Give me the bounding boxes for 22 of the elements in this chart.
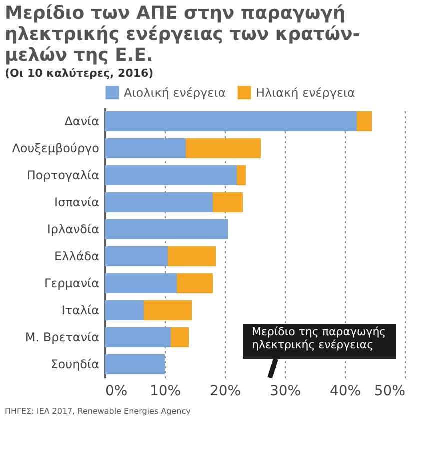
y-tick-label: Σουηδία bbox=[50, 358, 100, 372]
annotation: Μερίδιο της παραγωγής ηλεκτρικής ενέργειας bbox=[252, 326, 386, 352]
y-tick-label: Πορτογαλία bbox=[26, 168, 100, 182]
y-tick-label: Ιταλία bbox=[62, 304, 100, 318]
y-tick-label: Γερμανία bbox=[44, 276, 100, 290]
y-tick-label: Δανία bbox=[64, 114, 100, 128]
chart-subtitle: (Οι 10 καλύτερες, 2016) bbox=[5, 67, 154, 80]
y-tick-label: Μ. Βρετανία bbox=[25, 330, 100, 344]
x-tick-label: 30% bbox=[270, 384, 302, 400]
y-tick-label: Λουξεμβούργο bbox=[12, 142, 100, 156]
y-tick-label: Ιρλανδία bbox=[47, 222, 100, 236]
chart-title: Μερίδιο των ΑΠΕ στην παραγωγή ηλεκτρικής ενέργειας των κρατών-μελών της Ε.Ε. bbox=[5, 3, 360, 66]
x-tick-label: 10% bbox=[150, 384, 182, 400]
legend-label: Ηλιακή ενέργεια bbox=[256, 86, 356, 100]
x-tick-label: 0% bbox=[106, 384, 128, 400]
x-tick-label: 20% bbox=[210, 384, 242, 400]
legend-label: Αιολική ενέργεια bbox=[124, 86, 226, 100]
y-tick-label: Ελλάδα bbox=[54, 250, 100, 264]
x-tick-label: 50% bbox=[374, 384, 406, 400]
x-tick-label: 40% bbox=[330, 384, 362, 400]
text: ΠΗΓΕΣ: IEA 2017, Renewable Energies Agency bbox=[5, 407, 192, 416]
y-tick-label: Ισπανία bbox=[54, 196, 100, 210]
